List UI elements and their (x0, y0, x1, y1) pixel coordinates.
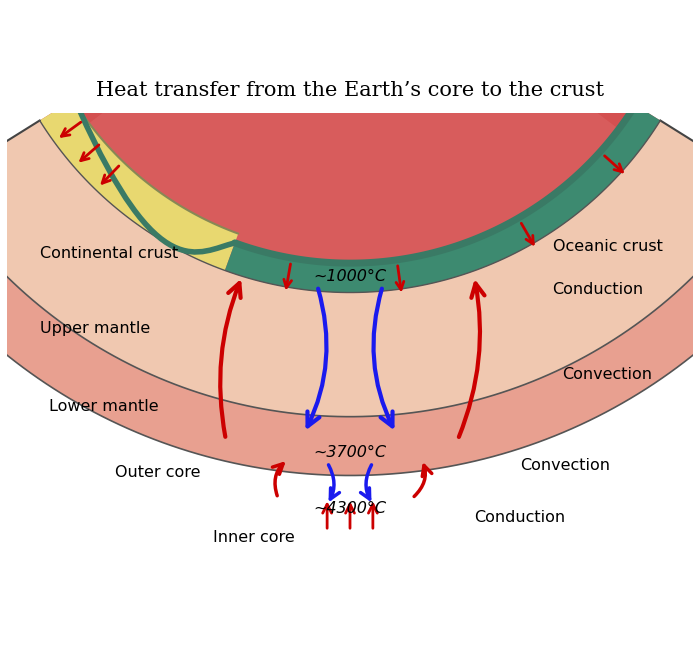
Text: Convection: Convection (520, 458, 610, 473)
Text: ~1000°C: ~1000°C (314, 269, 386, 283)
Text: Inner core: Inner core (213, 530, 295, 545)
Text: Continental crust: Continental crust (40, 246, 178, 261)
Text: Outer core: Outer core (115, 465, 200, 480)
Text: ~4300°C: ~4300°C (314, 500, 386, 516)
Polygon shape (0, 0, 700, 476)
Polygon shape (225, 105, 660, 293)
Polygon shape (0, 121, 700, 417)
Text: Oceanic crust: Oceanic crust (552, 239, 662, 255)
Text: Convection: Convection (562, 366, 652, 382)
Title: Heat transfer from the Earth’s core to the crust: Heat transfer from the Earth’s core to t… (96, 81, 604, 100)
Polygon shape (0, 0, 700, 450)
Text: Upper mantle: Upper mantle (40, 321, 150, 336)
Text: ~3700°C: ~3700°C (314, 445, 386, 460)
Polygon shape (40, 100, 238, 271)
Text: Conduction: Conduction (552, 282, 644, 297)
Text: Lower mantle: Lower mantle (50, 399, 159, 414)
Text: Conduction: Conduction (474, 511, 566, 525)
Polygon shape (0, 186, 700, 476)
